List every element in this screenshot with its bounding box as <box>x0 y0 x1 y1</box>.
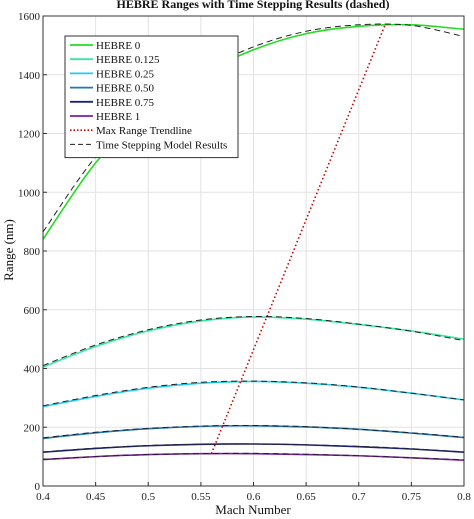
y-tick-label: 200 <box>24 422 41 434</box>
time-stepping-line-5 <box>42 452 465 461</box>
x-tick-label: 0.5 <box>141 491 155 503</box>
time-stepping-line-0 <box>42 23 465 233</box>
y-tick-label: 1400 <box>18 70 41 82</box>
time-stepping-line-4 <box>42 443 465 453</box>
x-axis-label: Mach Number <box>215 502 291 517</box>
x-tick-label: 0.4 <box>36 491 50 503</box>
x-tick-label: 0.65 <box>297 491 317 503</box>
legend: HEBRE 0 HEBRE 0.125 HEBRE 0.25 HEBRE 0.50 HE… <box>64 35 239 159</box>
x-tick-label: 0.6 <box>247 491 261 503</box>
x-tick-label: 0.75 <box>402 491 422 503</box>
x-tick-label: 0.45 <box>86 491 106 503</box>
y-tick-label: 0 <box>35 481 41 493</box>
legend-label: HEBRE 0.125 <box>96 54 160 66</box>
y-tick-label: 1000 <box>18 187 41 199</box>
y-axis-ticks: 0 200 400 600 800 1000 1200 1400 1600 <box>18 11 47 493</box>
time-stepping-line-3 <box>42 424 465 439</box>
legend-label: HEBRE 0.25 <box>96 68 155 80</box>
y-axis-label: Range (nm) <box>1 219 16 281</box>
time-stepping-line-1 <box>42 315 465 367</box>
legend-label: Max Range Trendline <box>96 125 192 137</box>
chart-title: HEBRE Ranges with Time Stepping Results … <box>117 0 390 11</box>
y-tick-label: 400 <box>24 364 41 376</box>
x-tick-label: 0.7 <box>352 491 366 503</box>
x-axis-ticks: 0.4 0.45 0.5 0.55 0.6 0.65 0.7 0.75 0.8 <box>36 482 471 503</box>
legend-label: HEBRE 0.50 <box>96 83 155 95</box>
time-stepping-line-2 <box>42 380 465 407</box>
y-tick-label: 1600 <box>18 11 41 23</box>
legend-label: HEBRE 1 <box>96 111 140 123</box>
max-range-trendline <box>210 24 386 454</box>
x-tick-label: 0.55 <box>191 491 211 503</box>
legend-label: HEBRE 0.75 <box>96 97 155 109</box>
legend-label: Time Stepping Model Results <box>96 139 227 151</box>
y-tick-label: 600 <box>24 305 41 317</box>
y-tick-label: 800 <box>24 246 41 258</box>
legend-label: HEBRE 0 <box>96 40 141 52</box>
y-tick-label: 1200 <box>18 129 41 141</box>
x-tick-label: 0.8 <box>457 491 471 503</box>
legend-box <box>64 35 239 159</box>
